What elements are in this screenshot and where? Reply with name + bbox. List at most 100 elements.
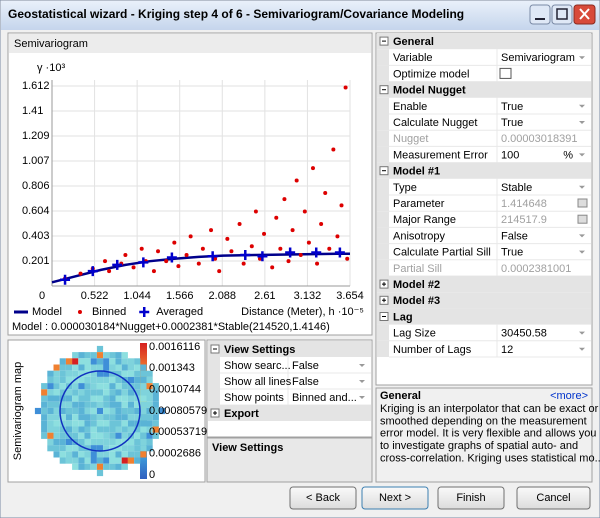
property-value[interactable]: False <box>501 230 528 242</box>
map-cell <box>152 389 159 396</box>
property-value[interactable]: 30450.58 <box>501 328 547 340</box>
x-tick-label: 2.088 <box>209 290 237 302</box>
property-value[interactable]: True <box>501 117 523 129</box>
binned-point <box>209 228 214 233</box>
map-cell <box>84 420 91 427</box>
button-label[interactable]: Cancel <box>536 492 570 504</box>
dropdown-arrow[interactable] <box>359 396 365 399</box>
map-cell <box>78 445 85 452</box>
binned-point <box>319 221 324 226</box>
binned-point <box>107 269 112 274</box>
button-label[interactable]: < Back <box>306 492 340 504</box>
map-cell <box>134 364 141 371</box>
dropdown-arrow[interactable] <box>579 104 585 108</box>
property-value[interactable]: Semivariogram <box>501 52 575 64</box>
property-value[interactable]: False <box>292 360 319 372</box>
map-cell <box>134 451 141 458</box>
dropdown-arrow[interactable] <box>359 380 365 383</box>
dropdown-arrow[interactable] <box>579 153 585 157</box>
property-value[interactable]: 1.414648 <box>501 198 547 210</box>
button-label[interactable]: Finish <box>456 492 485 504</box>
map-cell <box>109 426 116 433</box>
property-value[interactable]: 214517.9 <box>501 214 547 226</box>
map-cell <box>103 414 110 421</box>
checkbox[interactable] <box>499 67 512 79</box>
wizard-button[interactable] <box>289 486 357 510</box>
map-cell <box>96 451 104 458</box>
dropdown-arrow[interactable] <box>579 250 585 254</box>
map-cell <box>78 370 85 377</box>
map-cell <box>96 401 104 408</box>
y-tick-label: 1.209 <box>22 130 50 142</box>
averaged-point <box>334 247 345 258</box>
map-cell <box>96 463 104 470</box>
semivariogram-panel <box>7 32 373 336</box>
map-cell <box>41 420 48 427</box>
dropdown-arrow[interactable] <box>579 234 585 238</box>
dropdown-arrow[interactable] <box>579 56 585 60</box>
map-cell <box>140 432 147 439</box>
maximize-button[interactable] <box>551 4 573 25</box>
map-cell <box>53 364 60 371</box>
dropdown-arrow[interactable] <box>579 347 585 351</box>
map-cell <box>115 420 122 427</box>
property-value[interactable]: 12 <box>501 344 513 356</box>
map-cell <box>134 438 141 446</box>
expander-icon <box>382 282 386 287</box>
map-cell <box>146 389 153 396</box>
map-cell <box>152 401 159 408</box>
property-value[interactable]: 0.00003018391 <box>501 133 577 145</box>
map-cell <box>121 389 128 396</box>
property-value[interactable]: 100 <box>501 149 519 161</box>
property-value[interactable]: True <box>501 247 523 259</box>
map-cell <box>96 383 104 390</box>
wizard-button[interactable] <box>516 486 591 510</box>
property-value[interactable]: True <box>501 101 523 113</box>
map-cell <box>78 407 85 415</box>
map-cell <box>140 383 147 390</box>
panel-header <box>9 34 371 53</box>
map-cell <box>127 445 135 452</box>
map-cell <box>53 395 60 402</box>
row-gutter <box>377 49 389 66</box>
ellipsis-button[interactable] <box>577 214 588 224</box>
map-cell <box>134 370 141 377</box>
maximize-icon <box>556 8 568 20</box>
y-tick-label: 1.612 <box>22 80 50 92</box>
property-value[interactable]: Stable <box>501 182 532 194</box>
dropdown-arrow[interactable] <box>579 185 585 189</box>
map-cell <box>121 407 128 415</box>
property-value[interactable]: False <box>292 376 319 388</box>
map-cell <box>90 420 97 427</box>
map-cell <box>47 395 54 402</box>
ellipsis-button[interactable] <box>577 198 588 208</box>
map-cell <box>84 414 91 421</box>
map-cell <box>96 469 104 477</box>
map-cell <box>72 432 79 439</box>
y-tick-label: 1.41 <box>22 105 43 117</box>
map-cell <box>127 407 135 415</box>
wizard-button[interactable] <box>361 486 429 510</box>
color-bar-label: 0.00053719 <box>149 426 207 438</box>
map-cell <box>41 401 48 408</box>
wizard-button[interactable] <box>437 486 505 510</box>
dropdown-arrow[interactable] <box>579 331 585 335</box>
map-cell <box>84 364 91 371</box>
minimize-button[interactable] <box>529 4 551 25</box>
property-value[interactable]: 0.0002381001 <box>501 263 571 275</box>
map-cell <box>109 457 116 464</box>
x-axis-label: Distance (Meter), h ·10⁻⁵ <box>241 306 364 318</box>
dropdown-arrow[interactable] <box>579 121 585 124</box>
dropdown-arrow[interactable] <box>359 364 365 367</box>
property-value[interactable]: Binned and... <box>292 392 357 404</box>
map-cell <box>127 426 135 433</box>
more-link[interactable]: <more> <box>550 390 588 402</box>
button-label[interactable]: Next > <box>379 492 411 504</box>
map-cell <box>103 370 110 377</box>
map-cell <box>90 358 97 365</box>
map-cell <box>47 383 54 390</box>
map-cell <box>103 463 110 470</box>
map-cell <box>84 457 91 464</box>
property-name: Show points <box>224 392 284 404</box>
map-cell <box>90 395 97 402</box>
